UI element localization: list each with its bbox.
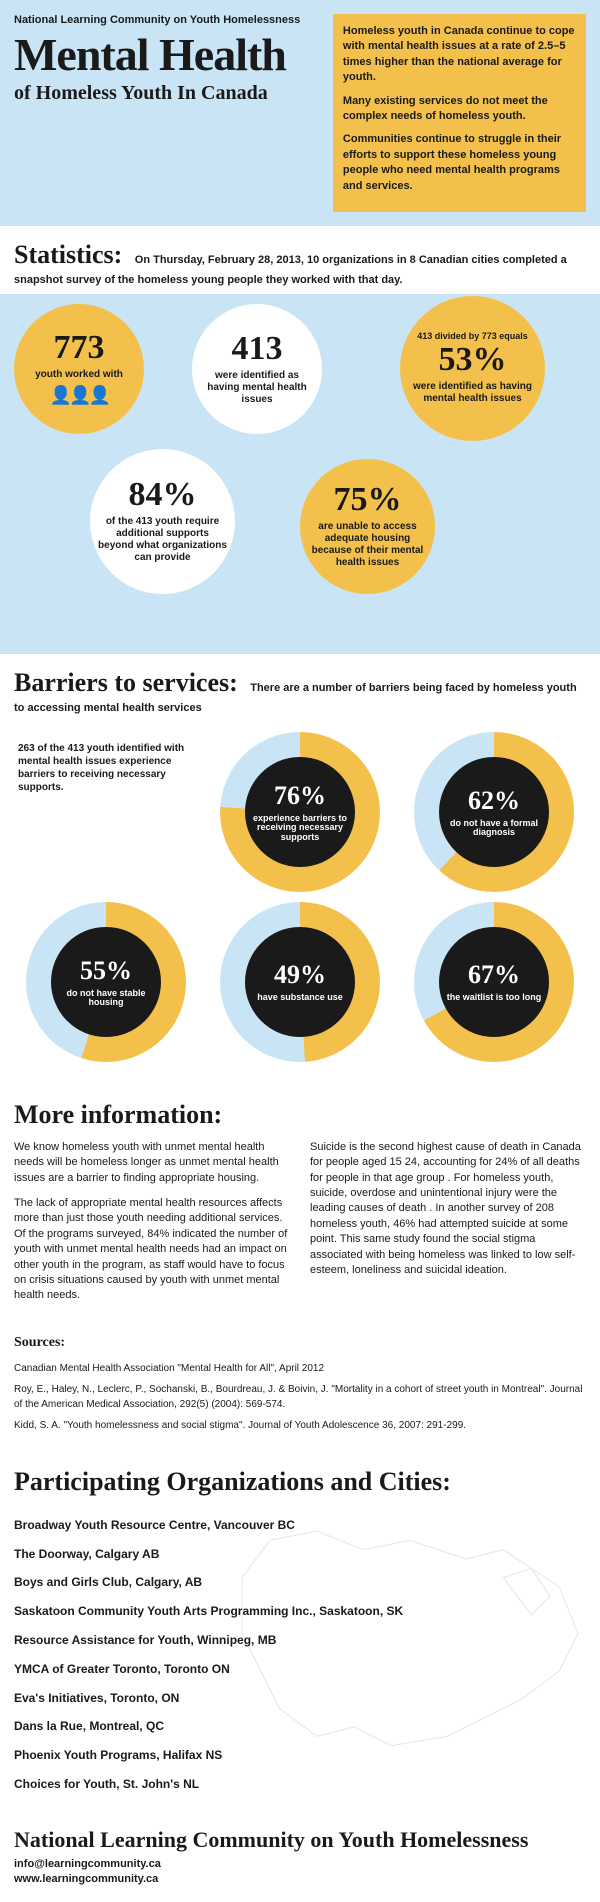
people-icon: 👤👤👤 xyxy=(50,385,108,406)
stat-413-value: 413 xyxy=(232,332,283,366)
org-item: Eva's Initiatives, Toronto, ON xyxy=(14,1684,586,1713)
stat-773-label: youth worked with xyxy=(35,369,123,381)
footer: National Learning Community on Youth Hom… xyxy=(0,1813,600,1902)
orgs: Participating Organizations and Cities: … xyxy=(0,1453,600,1813)
main-title: Mental Health xyxy=(14,32,323,78)
source-item: Kidd, S. A. "Youth homelessness and soci… xyxy=(14,1418,586,1433)
stat-53-top: 413 divided by 773 equals xyxy=(417,331,528,341)
more-col-1: We know homeless youth with unmet mental… xyxy=(14,1140,290,1314)
statistics-heading-wrap: Statistics: On Thursday, February 28, 20… xyxy=(0,226,600,294)
more-p2: The lack of appropriate mental health re… xyxy=(14,1196,290,1304)
barriers-heading: Barriers to services: xyxy=(14,668,238,697)
header-intro-box: Homeless youth in Canada continue to cop… xyxy=(333,14,586,212)
stat-773-value: 773 xyxy=(54,331,105,365)
stat-84-label: of the 413 youth require additional supp… xyxy=(98,516,227,564)
statistics-heading: Statistics: xyxy=(14,240,122,269)
pie-label: do not have stable housing xyxy=(57,989,155,1009)
barriers-intro: 263 of the 413 youth identified with men… xyxy=(14,732,198,892)
barrier-pie-3: 49% have substance use xyxy=(220,902,380,1062)
org-item: Saskatoon Community Youth Arts Programmi… xyxy=(14,1597,586,1626)
pie-label: experience barriers to receiving necessa… xyxy=(251,814,349,844)
org-item: Broadway Youth Resource Centre, Vancouve… xyxy=(14,1511,586,1540)
pie-label: the waitlist is too long xyxy=(447,993,542,1003)
org-item: The Doorway, Calgary AB xyxy=(14,1540,586,1569)
orgs-heading: Participating Organizations and Cities: xyxy=(14,1467,586,1497)
barriers-grid: 263 of the 413 youth identified with men… xyxy=(0,722,600,1086)
org-item: Choices for Youth, St. John's NL xyxy=(14,1770,586,1799)
header: National Learning Community on Youth Hom… xyxy=(0,0,600,226)
more-col-2: Suicide is the second highest cause of d… xyxy=(310,1140,586,1314)
stat-413: 413 were identified as having mental hea… xyxy=(192,304,322,434)
pie-center: 55% do not have stable housing xyxy=(51,927,161,1037)
more-info-heading: More information: xyxy=(14,1100,586,1130)
barriers-heading-wrap: Barriers to services: There are a number… xyxy=(0,654,600,722)
stat-75: 75% are unable to access adequate housin… xyxy=(300,459,435,594)
more-info: More information: We know homeless youth… xyxy=(0,1086,600,1328)
source-item: Canadian Mental Health Association "Ment… xyxy=(14,1361,586,1376)
sources-heading: Sources: xyxy=(14,1332,586,1353)
footer-url: www.learningcommunity.ca xyxy=(14,1872,586,1887)
barrier-pie-2: 55% do not have stable housing xyxy=(26,902,186,1062)
stat-75-label: are unable to access adequate housing be… xyxy=(308,521,427,569)
stat-53-value: 53% xyxy=(439,343,507,377)
pie-center: 76% experience barriers to receiving nec… xyxy=(245,757,355,867)
pie-pct: 67% xyxy=(468,960,520,990)
org-item: Resource Assistance for Youth, Winnipeg,… xyxy=(14,1626,586,1655)
footer-title: National Learning Community on Youth Hom… xyxy=(14,1827,586,1853)
barrier-pie-4: 67% the waitlist is too long xyxy=(414,902,574,1062)
stat-53: 413 divided by 773 equals 53% were ident… xyxy=(400,296,545,441)
pie-pct: 62% xyxy=(468,786,520,816)
stat-84-value: 84% xyxy=(129,478,197,512)
pie-pct: 49% xyxy=(274,960,326,990)
source-item: Roy, E., Haley, N., Leclerc, P., Sochans… xyxy=(14,1382,586,1412)
pie-center: 49% have substance use xyxy=(245,927,355,1037)
footer-email: info@learningcommunity.ca xyxy=(14,1857,586,1872)
org-item: Phoenix Youth Programs, Halifax NS xyxy=(14,1741,586,1770)
barrier-pie-0: 76% experience barriers to receiving nec… xyxy=(220,732,380,892)
more-info-columns: We know homeless youth with unmet mental… xyxy=(14,1140,586,1314)
more-p3: Suicide is the second highest cause of d… xyxy=(310,1140,586,1279)
pie-label: do not have a formal diagnosis xyxy=(445,819,543,839)
pie-pct: 76% xyxy=(274,781,326,811)
intro-p2: Many existing services do not meet the c… xyxy=(343,94,576,125)
pie-label: have substance use xyxy=(257,993,343,1003)
stat-84: 84% of the 413 youth require additional … xyxy=(90,449,235,594)
stat-53-label: were identified as having mental health … xyxy=(408,381,537,405)
sources: Sources: Canadian Mental Health Associat… xyxy=(0,1328,600,1453)
org-line: National Learning Community on Youth Hom… xyxy=(14,14,323,26)
org-item: Dans la Rue, Montreal, QC xyxy=(14,1712,586,1741)
header-left: National Learning Community on Youth Hom… xyxy=(14,14,323,212)
footer-contact: info@learningcommunity.ca www.learningco… xyxy=(14,1857,586,1888)
pie-pct: 55% xyxy=(80,956,132,986)
pie-center: 62% do not have a formal diagnosis xyxy=(439,757,549,867)
statistics-area: 773 youth worked with 👤👤👤 413 were ident… xyxy=(0,294,600,654)
stat-413-label: were identified as having mental health … xyxy=(200,370,314,406)
org-list: Broadway Youth Resource Centre, Vancouve… xyxy=(14,1511,586,1799)
barrier-pie-1: 62% do not have a formal diagnosis xyxy=(414,732,574,892)
sub-title: of Homeless Youth In Canada xyxy=(14,82,323,105)
intro-p3: Communities continue to struggle in thei… xyxy=(343,132,576,194)
pie-center: 67% the waitlist is too long xyxy=(439,927,549,1037)
intro-p1: Homeless youth in Canada continue to cop… xyxy=(343,24,576,86)
stat-773: 773 youth worked with 👤👤👤 xyxy=(14,304,144,434)
org-item: YMCA of Greater Toronto, Toronto ON xyxy=(14,1655,586,1684)
more-p1: We know homeless youth with unmet mental… xyxy=(14,1140,290,1186)
stat-75-value: 75% xyxy=(334,483,402,517)
org-item: Boys and Girls Club, Calgary, AB xyxy=(14,1568,586,1597)
